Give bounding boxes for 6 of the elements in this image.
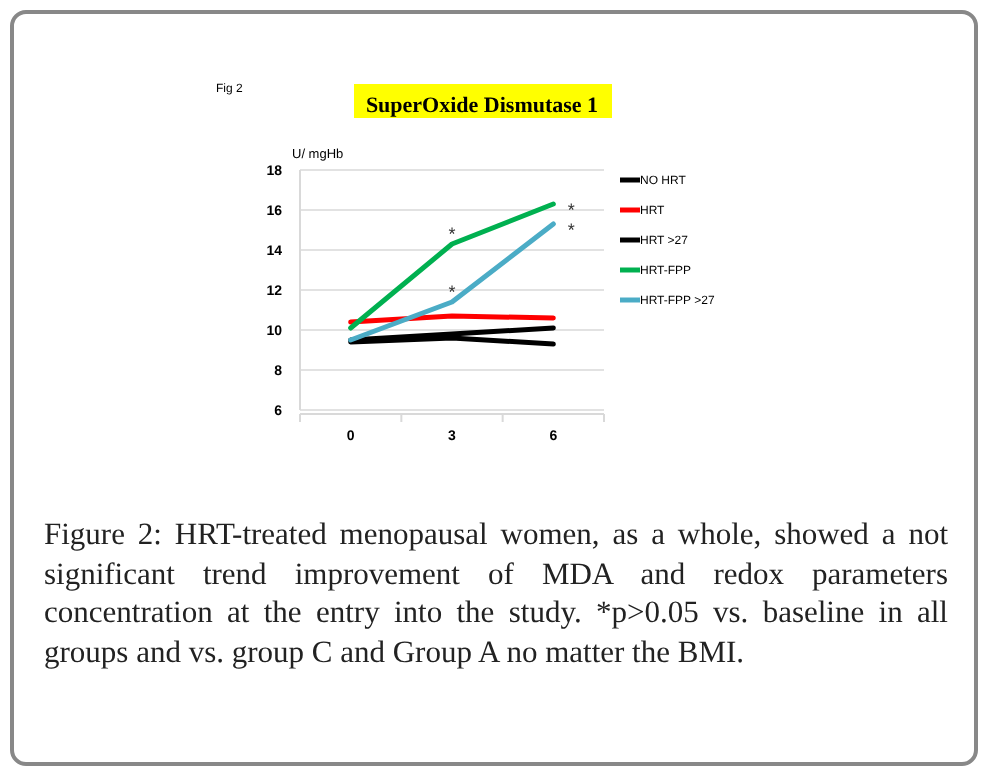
annotation: *: [448, 282, 457, 302]
annotation: *: [567, 200, 576, 220]
chart-title: SuperOxide Dismutase 1: [365, 94, 599, 118]
caption: Figure 2: HRT-treated menopausal women, as a whole, showed a not significant trend improvement of MDA and redox parameters concentration at the entry into the study. *p>0.05 vs. baseline in all groups and vs. group C and Group A no matter the BMI.: [44, 516, 948, 672]
annotation: *: [567, 220, 576, 240]
annotation: *: [448, 224, 457, 244]
